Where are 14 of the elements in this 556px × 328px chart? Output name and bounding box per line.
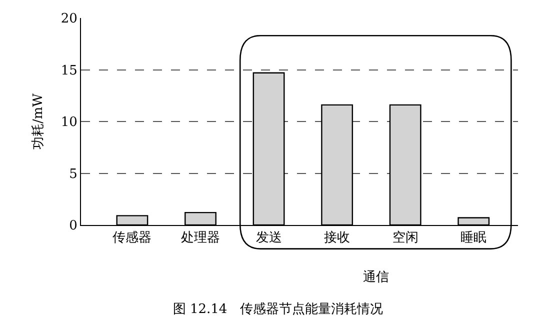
y-tick-label: 0 [69, 218, 78, 234]
y-tick-label: 15 [60, 63, 78, 78]
x-tick-label: 空闲 [392, 230, 418, 246]
text: 图 12.14 传感器节点能量消耗情况 [172, 302, 384, 317]
y-tick-label: 5 [69, 166, 78, 182]
y-tick-label: 20 [60, 12, 78, 27]
x-tick-label: 处理器 [180, 230, 220, 246]
x-tick-label: 睡眠 [460, 230, 487, 246]
text: 通信 [363, 270, 389, 285]
x-tick-label: 传感器 [112, 230, 152, 246]
y-tick-label: 10 [60, 115, 78, 130]
x-tick-label: 接收 [324, 230, 350, 246]
x-tick-label: 发送 [256, 230, 282, 246]
y-axis-title: 功耗/mW [30, 92, 46, 150]
